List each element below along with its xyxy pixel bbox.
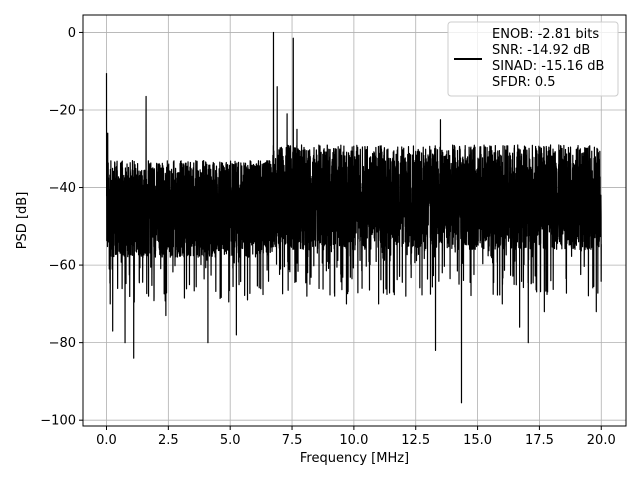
x-tick-label: 12.5 <box>401 433 430 448</box>
legend-entry-snr: SNR: -14.92 dB <box>492 43 590 58</box>
x-axis: 0.0 2.5 5.0 7.5 10.0 12.5 15.0 17.5 20.0 <box>96 426 616 448</box>
x-tick-label: 5.0 <box>220 433 241 448</box>
y-tick-label: −40 <box>49 181 76 196</box>
x-axis-label: Frequency [MHz] <box>300 451 409 466</box>
psd-trace <box>105 31 602 404</box>
legend: ENOB: -2.81 bits SNR: -14.92 dB SINAD: -… <box>447 21 619 97</box>
y-tick-label: 0 <box>68 26 76 41</box>
legend-entry-sinad: SINAD: -15.16 dB <box>492 59 604 74</box>
y-tick-label: −80 <box>49 336 76 351</box>
legend-entry-sfdr: SFDR: 0.5 <box>492 75 556 90</box>
y-tick-label: −20 <box>49 103 76 118</box>
series-layer <box>105 31 602 404</box>
y-tick-label: −60 <box>49 259 76 274</box>
x-tick-label: 7.5 <box>282 433 303 448</box>
legend-entry-enob: ENOB: -2.81 bits <box>492 27 599 42</box>
y-tick-label: −100 <box>40 414 76 429</box>
y-axis: 0 −20 −40 −60 −80 −100 <box>40 26 83 429</box>
x-tick-label: 20.0 <box>587 433 616 448</box>
x-tick-label: 17.5 <box>525 433 554 448</box>
x-tick-label: 2.5 <box>158 433 179 448</box>
y-axis-label: PSD [dB] <box>15 192 30 250</box>
x-tick-label: 0.0 <box>96 433 117 448</box>
x-tick-label: 15.0 <box>463 433 492 448</box>
plot-frame <box>82 14 627 427</box>
legend-box <box>447 21 619 97</box>
x-tick-label: 10.0 <box>339 433 368 448</box>
